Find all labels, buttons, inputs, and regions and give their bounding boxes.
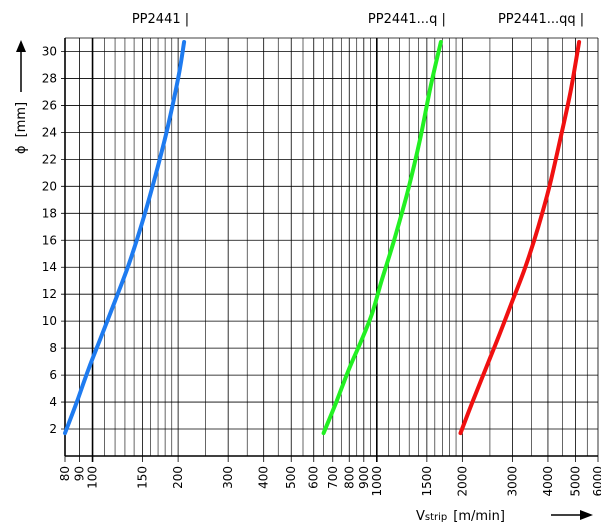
y-tick-label: 6 bbox=[49, 368, 57, 382]
x-tick-label: 5000 bbox=[568, 466, 582, 497]
x-tick-label: 2000 bbox=[455, 466, 469, 497]
y-tick-label: 14 bbox=[42, 260, 57, 274]
x-tick-label: 200 bbox=[171, 466, 185, 489]
x-tick-label: 3000 bbox=[505, 466, 519, 497]
x-axis-label: Vstrip [m/min] bbox=[416, 509, 593, 524]
series-label-1: PP2441 | bbox=[132, 12, 189, 27]
svg-text:Vstrip[m/min]: Vstrip [m/min] bbox=[416, 509, 505, 524]
x-tick-label: 6000 bbox=[591, 466, 601, 497]
x-tick-label: 600 bbox=[307, 466, 321, 489]
y-tick-label: 8 bbox=[49, 341, 57, 355]
y-tick-label: 4 bbox=[49, 395, 57, 409]
x-tick-label: 400 bbox=[257, 466, 271, 489]
x-tick-label: 700 bbox=[326, 466, 340, 489]
y-tick-label: 28 bbox=[42, 71, 57, 85]
y-tick-label: 16 bbox=[42, 233, 57, 247]
y-tick-label: 24 bbox=[42, 125, 57, 139]
series-label-layer: PP2441 | PP2441...q | PP2441...qq | bbox=[132, 12, 584, 27]
y-axis-symbol: ϕ bbox=[14, 146, 29, 155]
y-tick-label: 10 bbox=[42, 314, 57, 328]
series-line-3 bbox=[458, 40, 582, 436]
series-label-3: PP2441...qq | bbox=[498, 12, 584, 27]
x-axis-arrow-head bbox=[580, 510, 593, 520]
svg-text:ϕ [mm]: ϕ [mm] bbox=[14, 102, 29, 154]
tick-label-layer: 80 90 100 150 200 300 400 500 600 700 800 900 1000 15… bbox=[42, 44, 601, 496]
series-layer bbox=[63, 40, 582, 436]
series-line-2 bbox=[321, 40, 443, 436]
y-tick-label: 12 bbox=[42, 287, 57, 301]
x-tick-label: 100 bbox=[86, 466, 100, 489]
series-label-2: PP2441...q | bbox=[368, 12, 446, 27]
y-tick-label: 2 bbox=[49, 422, 57, 436]
y-tick-label: 26 bbox=[42, 98, 57, 112]
y-axis-arrow-head bbox=[16, 40, 26, 52]
series-line-1 bbox=[63, 40, 187, 436]
x-axis-label-main: V bbox=[416, 509, 425, 524]
x-axis-label-unit: [m/min] bbox=[453, 509, 505, 524]
y-tick-label: 30 bbox=[42, 44, 57, 58]
x-tick-label: 900 bbox=[357, 466, 371, 489]
y-axis-label: ϕ [mm] bbox=[14, 40, 29, 154]
y-tick-label: 20 bbox=[42, 179, 57, 193]
x-tick-label: 1500 bbox=[420, 466, 434, 497]
y-tick-label: 18 bbox=[42, 206, 57, 220]
x-tick-label: 150 bbox=[136, 466, 150, 489]
x-tick-label: 80 bbox=[58, 466, 72, 481]
x-tick-label: 1000 bbox=[370, 466, 384, 497]
x-tick-label: 300 bbox=[221, 466, 235, 489]
y-axis-unit: [mm] bbox=[14, 102, 29, 137]
x-tick-label: 90 bbox=[73, 466, 87, 481]
x-axis-label-sub: strip bbox=[425, 512, 447, 523]
x-tick-label: 4000 bbox=[541, 466, 555, 497]
x-tick-label: 800 bbox=[342, 466, 356, 489]
x-tick-label: 500 bbox=[284, 466, 298, 489]
grid-layer bbox=[61, 37, 599, 462]
y-tick-label: 22 bbox=[42, 152, 57, 166]
